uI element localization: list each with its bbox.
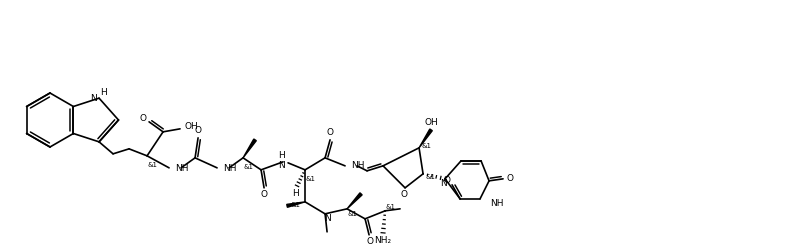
- Text: NH: NH: [490, 199, 504, 208]
- Text: N: N: [324, 214, 330, 223]
- Text: N: N: [90, 94, 96, 103]
- Text: O: O: [326, 128, 334, 137]
- Text: N: N: [278, 161, 284, 170]
- Text: NH: NH: [351, 161, 365, 170]
- Text: O: O: [261, 190, 267, 199]
- Text: NH₂: NH₂: [374, 236, 391, 245]
- Text: OH: OH: [424, 118, 438, 127]
- Text: O: O: [194, 126, 202, 135]
- Polygon shape: [287, 202, 305, 207]
- Polygon shape: [419, 129, 433, 148]
- Text: N: N: [440, 179, 446, 188]
- Text: NH: NH: [223, 164, 237, 173]
- Text: H: H: [278, 151, 284, 160]
- Text: O: O: [367, 237, 373, 246]
- Text: &1: &1: [243, 164, 253, 170]
- Text: &1: &1: [347, 211, 357, 217]
- Text: OH: OH: [184, 122, 198, 131]
- Text: &1: &1: [305, 176, 315, 182]
- Text: &1: &1: [385, 204, 395, 210]
- Text: O: O: [139, 114, 147, 123]
- Text: &1: &1: [290, 202, 300, 208]
- Text: &1: &1: [421, 143, 431, 149]
- Text: &1: &1: [147, 162, 157, 168]
- Text: O: O: [444, 176, 450, 185]
- Text: &1: &1: [425, 174, 435, 180]
- Polygon shape: [243, 139, 256, 158]
- Text: H: H: [100, 88, 106, 97]
- Text: H: H: [292, 189, 298, 198]
- Polygon shape: [347, 193, 362, 209]
- Text: NH: NH: [175, 164, 189, 173]
- Text: O: O: [401, 190, 407, 199]
- Text: O: O: [506, 174, 514, 183]
